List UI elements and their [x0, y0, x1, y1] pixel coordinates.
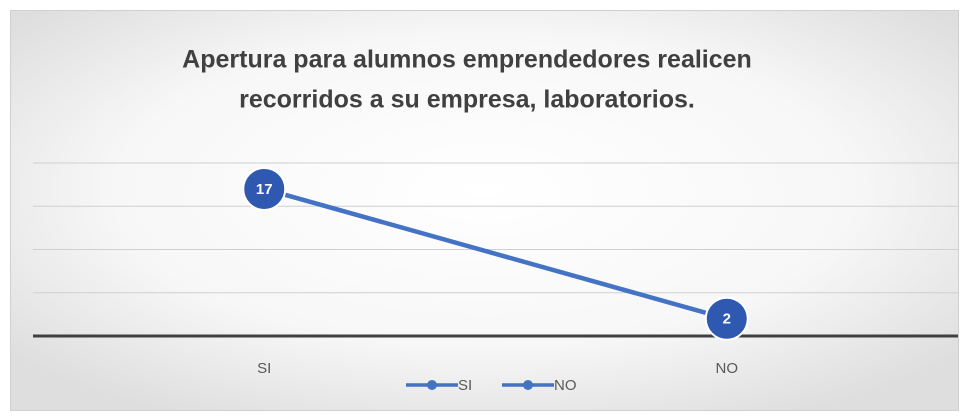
legend-label: SI: [458, 377, 472, 394]
series-line: [263, 186, 728, 321]
data-marker: [242, 166, 287, 211]
legend-marker: [427, 380, 437, 390]
chart-title: recorridos a su empresa, laboratorios.: [239, 86, 695, 114]
legend-marker: [523, 380, 533, 390]
data-label: 2: [723, 311, 731, 328]
x-tick-label: SI: [257, 360, 271, 377]
data-label: 17: [256, 181, 273, 198]
chart-frame: [10, 10, 959, 411]
chart-title: Apertura para alumnos emprendedores real…: [182, 46, 752, 74]
x-tick-label: NO: [716, 360, 739, 377]
data-marker: [704, 296, 749, 341]
legend-label: NO: [554, 377, 577, 394]
